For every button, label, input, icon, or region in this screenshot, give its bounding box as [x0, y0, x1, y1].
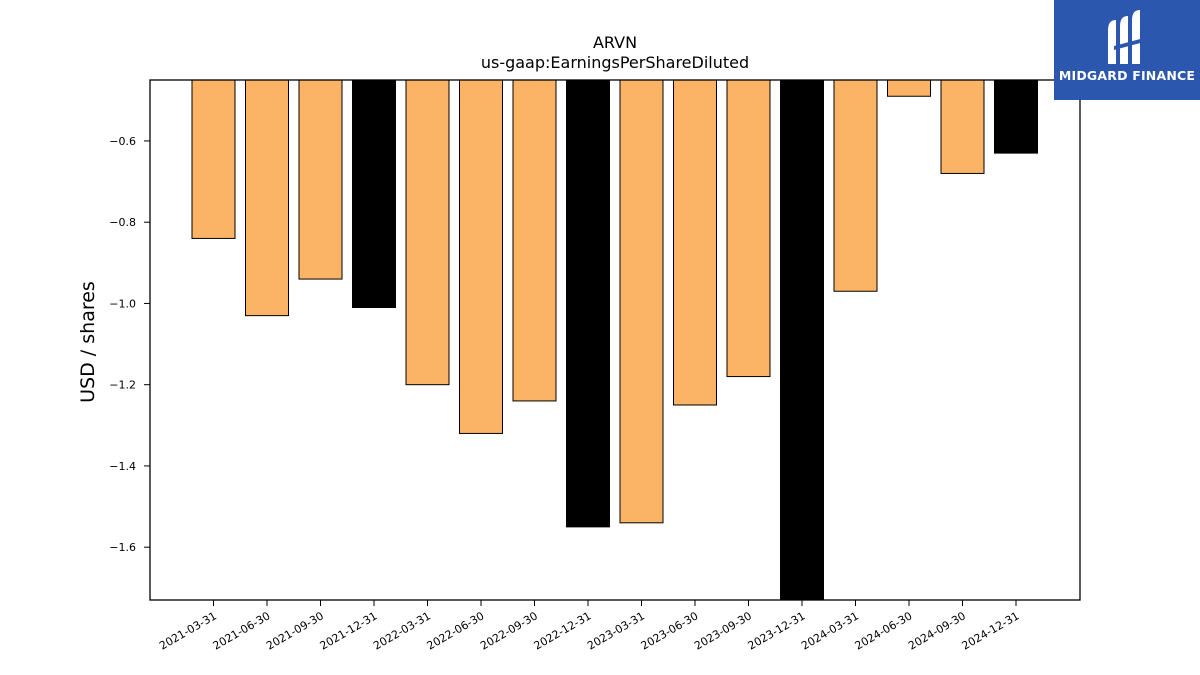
- logo-text: MIDGARD FINANCE: [1058, 68, 1196, 83]
- bar-2023-06-30: [673, 79, 717, 406]
- bar-2023-12-31: [780, 79, 824, 601]
- y-tick-label: −1.6: [109, 541, 136, 554]
- y-tick-label: −1.4: [109, 460, 136, 473]
- bar-2022-09-30: [512, 79, 557, 402]
- x-tick-label: 2022-12-31: [532, 609, 594, 652]
- x-tick-label: 2021-06-30: [211, 609, 273, 652]
- bar-2021-03-31: [191, 79, 236, 239]
- bar-2024-06-30: [887, 79, 931, 97]
- midgard-finance-logo: MIDGARD FINANCE: [1054, 0, 1200, 100]
- y-axis-ticks: −0.6 −0.8 −1.0 −1.2 −1.4 −1.6: [109, 135, 150, 554]
- x-tick-label: 2024-12-31: [960, 609, 1022, 652]
- bar-2024-03-31: [833, 79, 878, 292]
- chart-subtitle: us-gaap:EarningsPerShareDiluted: [481, 53, 749, 72]
- bar-2021-06-30: [245, 79, 289, 317]
- x-tick-label: 2024-09-30: [906, 609, 968, 652]
- y-axis-label: USD / shares: [77, 281, 99, 403]
- y-tick-label: −1.2: [109, 379, 136, 392]
- x-tick-label: 2021-09-30: [264, 609, 326, 652]
- bar-2024-09-30: [940, 79, 985, 174]
- x-tick-label: 2023-03-31: [585, 609, 647, 652]
- y-tick-label: −0.6: [109, 135, 136, 148]
- x-tick-label: 2024-06-30: [853, 609, 915, 652]
- bar-2022-06-30: [459, 79, 503, 434]
- bar-2023-03-31: [619, 79, 664, 524]
- x-tick-label: 2022-06-30: [425, 609, 487, 652]
- bar-2023-09-30: [726, 79, 771, 378]
- bar-2022-03-31: [405, 79, 450, 386]
- x-tick-label: 2021-12-31: [318, 609, 380, 652]
- x-axis-ticks: 2021-03-312021-06-302021-09-302021-12-31…: [157, 600, 1022, 653]
- x-tick-label: 2022-03-31: [371, 609, 433, 652]
- x-tick-label: 2023-12-31: [746, 609, 808, 652]
- bar-2024-12-31: [994, 79, 1038, 154]
- x-tick-label: 2023-06-30: [639, 609, 701, 652]
- bar-2021-12-31: [352, 79, 396, 308]
- plot-frame: [149, 79, 1081, 601]
- x-tick-label: 2024-03-31: [799, 609, 861, 652]
- y-tick-label: −1.0: [109, 297, 136, 310]
- y-tick-label: −0.8: [109, 216, 136, 229]
- midgard-logo-icon: [1108, 10, 1144, 64]
- chart-title: ARVN: [593, 33, 637, 52]
- bar-2021-09-30: [298, 79, 343, 280]
- x-tick-label: 2022-09-30: [478, 609, 540, 652]
- x-tick-label: 2021-03-31: [157, 609, 219, 652]
- bars-group: [191, 79, 1038, 601]
- x-tick-label: 2023-09-30: [692, 609, 754, 652]
- bar-2022-12-31: [566, 79, 610, 528]
